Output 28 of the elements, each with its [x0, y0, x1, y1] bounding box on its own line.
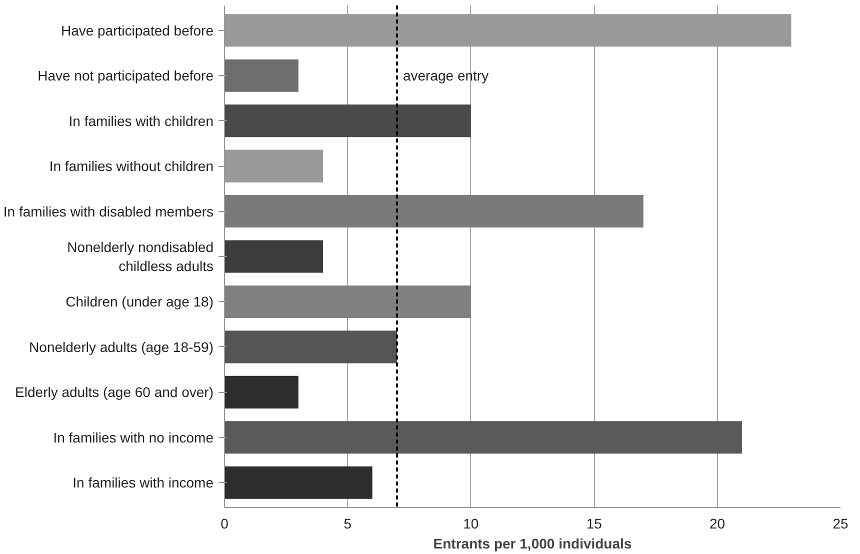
- ref-line-label: average entry: [402, 68, 489, 84]
- y-tick-label: In families with disabled members: [3, 203, 214, 220]
- x-tick-label: 25: [832, 516, 848, 532]
- x-tick-label: 10: [463, 516, 479, 532]
- bar: [224, 466, 372, 499]
- y-tick-label: Have not participated before: [38, 68, 214, 84]
- y-tick-label: Nonelderly adults (age 18-59): [29, 338, 214, 355]
- x-tick-label: 15: [586, 516, 602, 532]
- bar: [224, 421, 742, 454]
- x-tick-label: 0: [220, 516, 229, 532]
- x-axis-title: Entrants per 1,000 individuals: [433, 536, 632, 552]
- bar: [224, 104, 471, 138]
- x-tick-label: 20: [710, 516, 726, 532]
- x-tick-label: 5: [344, 516, 352, 532]
- bar: [224, 330, 397, 364]
- y-tick-label: Nonelderly nondisabled childless adults: [67, 238, 214, 274]
- y-tick-label: Elderly adults (age 60 and over): [15, 384, 214, 400]
- y-tick-label: In families with children: [68, 112, 214, 129]
- y-tick-label: Have participated before: [60, 22, 214, 38]
- y-tick-label: In families with no income: [53, 429, 214, 446]
- bar: [224, 194, 644, 228]
- y-tick-label: In families without children: [49, 158, 214, 174]
- bar: [224, 59, 298, 92]
- bar: [224, 240, 324, 273]
- bar: [224, 285, 471, 318]
- bar: [224, 376, 298, 408]
- y-tick-label: In families with income: [72, 474, 214, 491]
- y-tick-label: Children (under age 18): [66, 294, 214, 310]
